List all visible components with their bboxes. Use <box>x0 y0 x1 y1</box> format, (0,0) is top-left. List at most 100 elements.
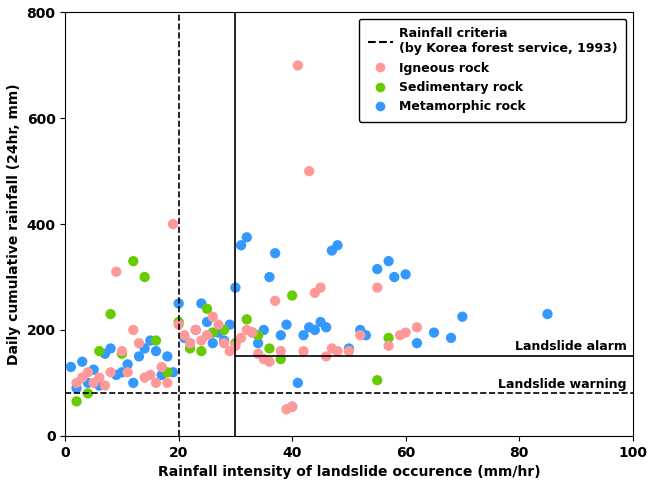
Point <box>82 379 93 387</box>
Point <box>162 379 173 387</box>
Point <box>429 329 439 336</box>
Point <box>105 310 116 318</box>
Point <box>207 329 218 336</box>
Point <box>343 345 354 352</box>
Point <box>151 337 162 345</box>
Point <box>264 345 275 352</box>
Point <box>236 242 247 249</box>
Point <box>77 374 88 382</box>
Point <box>400 271 411 278</box>
Point <box>145 371 156 379</box>
Point <box>202 305 213 312</box>
Point <box>116 350 127 358</box>
Point <box>230 284 241 292</box>
Point <box>224 347 235 355</box>
Point <box>253 339 264 347</box>
Point <box>196 337 207 345</box>
Point <box>275 331 286 339</box>
Point <box>412 323 422 331</box>
Point <box>326 247 337 255</box>
Point <box>542 310 553 318</box>
Point <box>207 339 218 347</box>
Point <box>219 339 230 347</box>
Point <box>185 339 196 347</box>
Point <box>446 334 456 342</box>
Point <box>457 313 468 321</box>
Point <box>412 339 422 347</box>
Point <box>287 292 298 299</box>
Text: Landslide alarm: Landslide alarm <box>515 340 627 353</box>
Point <box>156 371 167 379</box>
Point <box>71 398 82 405</box>
Point <box>116 368 127 376</box>
Point <box>309 289 320 297</box>
Point <box>224 321 235 329</box>
Point <box>247 329 258 336</box>
Point <box>122 361 133 368</box>
Point <box>162 368 173 376</box>
Point <box>258 326 269 334</box>
Point <box>372 265 383 273</box>
Point <box>213 329 224 336</box>
Point <box>139 374 150 382</box>
Point <box>332 347 343 355</box>
Point <box>304 167 315 175</box>
Point <box>173 321 184 329</box>
Point <box>173 318 184 326</box>
Point <box>281 405 292 413</box>
Point <box>213 321 224 329</box>
Point <box>168 368 179 376</box>
Point <box>400 329 411 336</box>
Point <box>247 329 258 336</box>
Point <box>94 382 105 389</box>
Point <box>145 337 156 345</box>
Point <box>270 297 281 305</box>
Point <box>298 347 309 355</box>
Point <box>128 379 139 387</box>
Point <box>139 273 150 281</box>
Point <box>128 257 139 265</box>
Point <box>134 339 145 347</box>
Point <box>304 323 315 331</box>
Point <box>275 355 286 363</box>
Point <box>355 326 366 334</box>
Point <box>281 321 292 329</box>
Point <box>264 358 275 365</box>
Point <box>71 384 82 392</box>
Point <box>332 242 343 249</box>
Point <box>219 326 230 334</box>
Point <box>395 331 405 339</box>
Point <box>264 273 275 281</box>
Point <box>82 368 93 376</box>
Point <box>116 347 127 355</box>
Point <box>321 323 332 331</box>
Point <box>241 326 252 334</box>
Point <box>185 345 196 352</box>
Point <box>309 326 320 334</box>
Point <box>151 379 162 387</box>
Point <box>202 318 213 326</box>
Legend: Rainfall criteria
(by Korea forest service, 1993), Igneous rock, Sedimentary roc: Rainfall criteria (by Korea forest servi… <box>359 18 627 122</box>
Point <box>105 368 116 376</box>
Point <box>99 382 110 389</box>
Point <box>139 345 150 352</box>
Point <box>230 342 241 350</box>
Point <box>88 379 99 387</box>
Point <box>65 363 76 371</box>
Point <box>326 345 337 352</box>
Point <box>343 347 354 355</box>
Point <box>94 347 105 355</box>
Point <box>315 284 326 292</box>
Point <box>185 339 196 347</box>
Point <box>179 334 190 342</box>
Point <box>230 339 241 347</box>
Point <box>196 299 207 307</box>
Point <box>270 249 281 257</box>
Point <box>77 358 88 365</box>
Point <box>258 355 269 363</box>
Point <box>383 342 394 350</box>
Point <box>190 326 201 334</box>
Point <box>241 315 252 323</box>
X-axis label: Rainfall intensity of landslide occurence (mm/hr): Rainfall intensity of landslide occurenc… <box>158 465 540 479</box>
Point <box>179 331 190 339</box>
